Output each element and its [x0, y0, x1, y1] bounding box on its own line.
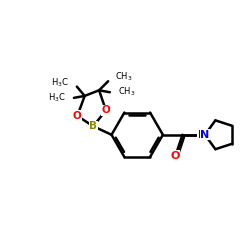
Text: H$_3$C: H$_3$C [51, 76, 69, 89]
Text: B: B [89, 121, 97, 131]
Text: H$_3$C: H$_3$C [48, 92, 66, 104]
Text: N: N [198, 130, 207, 140]
Text: O: O [102, 105, 110, 115]
Text: CH$_3$: CH$_3$ [118, 86, 136, 99]
Text: O: O [170, 151, 180, 161]
Text: N: N [200, 130, 209, 140]
Text: O: O [73, 111, 82, 121]
Text: CH$_3$: CH$_3$ [116, 70, 133, 83]
